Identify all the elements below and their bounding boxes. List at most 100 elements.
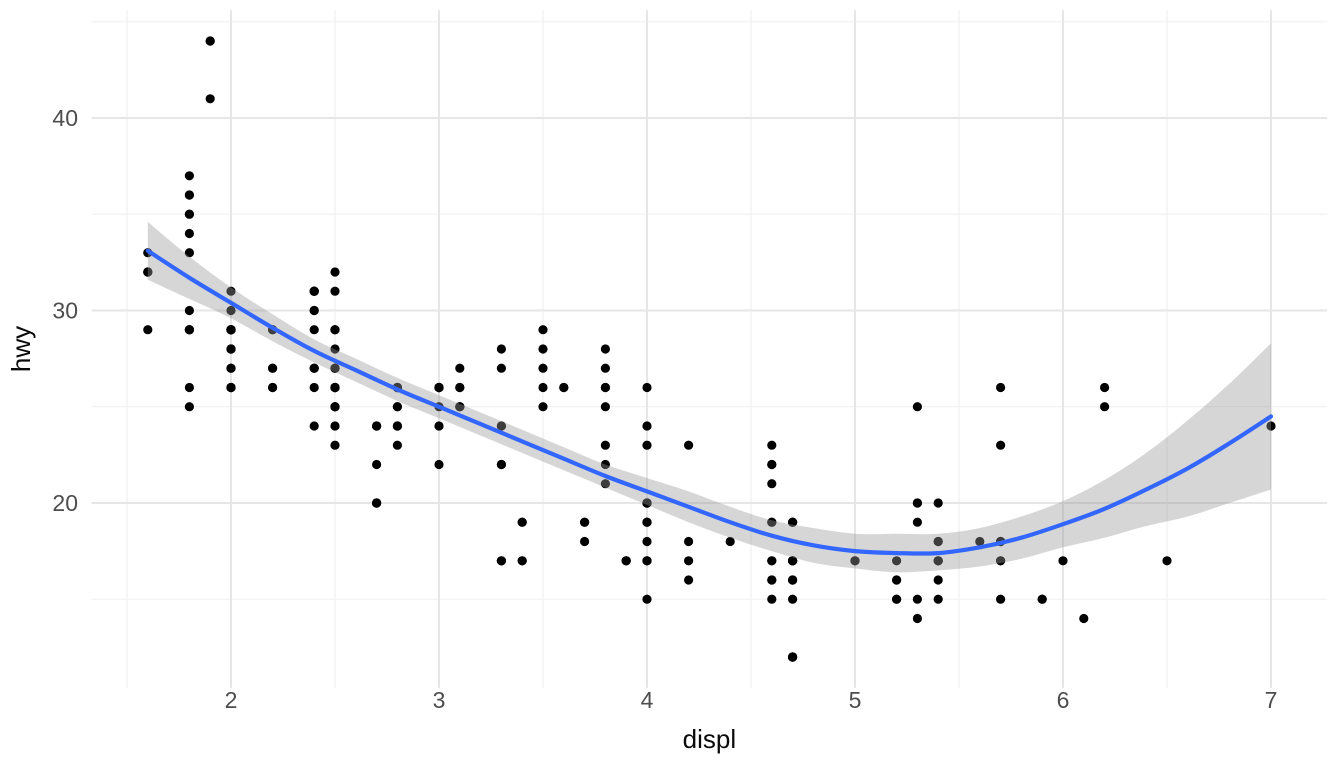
- data-point: [434, 459, 444, 470]
- data-point: [184, 248, 194, 258]
- data-point: [684, 536, 694, 547]
- data-point: [1100, 382, 1110, 393]
- data-point: [1100, 402, 1110, 412]
- data-point: [538, 382, 548, 393]
- data-point: [455, 363, 465, 373]
- data-point: [309, 286, 319, 296]
- data-point: [496, 556, 506, 566]
- data-point: [309, 363, 319, 373]
- data-point: [892, 575, 902, 585]
- data-point: [684, 575, 694, 585]
- data-point: [538, 344, 548, 354]
- data-point: [496, 421, 506, 431]
- data-point: [767, 594, 777, 604]
- data-point: [975, 536, 985, 547]
- data-point: [309, 305, 319, 316]
- major-gridlines: [91, 10, 1328, 688]
- x-tick-label: 5: [849, 687, 862, 713]
- data-point: [392, 402, 402, 412]
- data-point: [309, 421, 319, 431]
- data-point: [725, 536, 735, 547]
- data-point: [1079, 613, 1089, 624]
- data-point: [892, 556, 902, 566]
- data-point: [684, 556, 694, 566]
- data-point: [143, 267, 153, 277]
- x-tick-label: 4: [641, 687, 654, 713]
- loess-smooth-line: [145, 248, 1274, 556]
- data-point: [434, 421, 444, 431]
- data-point: [912, 594, 923, 604]
- data-point: [892, 594, 902, 604]
- data-point: [600, 344, 611, 354]
- data-point: [455, 402, 465, 412]
- data-point: [392, 440, 402, 450]
- data-point: [1266, 421, 1276, 431]
- y-axis-title: hwy: [6, 326, 36, 372]
- data-point: [642, 440, 652, 450]
- x-tick-label: 3: [433, 687, 446, 713]
- data-point: [996, 382, 1006, 393]
- data-point: [642, 517, 652, 527]
- data-point: [767, 517, 777, 527]
- data-point: [642, 556, 652, 566]
- data-point: [184, 171, 194, 181]
- data-point: [330, 363, 340, 373]
- data-point: [184, 228, 194, 239]
- data-point: [330, 344, 340, 354]
- data-point: [850, 556, 860, 566]
- data-point: [1162, 556, 1172, 566]
- data-point: [330, 440, 340, 450]
- data-point: [330, 402, 340, 412]
- data-point: [996, 440, 1006, 450]
- data-point: [912, 517, 923, 527]
- data-point: [767, 440, 777, 450]
- data-point: [309, 382, 319, 393]
- data-point: [600, 363, 611, 373]
- data-point: [496, 459, 506, 470]
- data-point: [184, 382, 194, 393]
- confidence-ribbon: [147, 221, 1271, 573]
- data-point: [372, 421, 382, 431]
- data-point: [933, 575, 943, 585]
- data-point: [767, 575, 777, 585]
- data-points-layer: [143, 36, 1276, 662]
- data-point: [580, 517, 590, 527]
- data-point: [268, 382, 278, 393]
- data-point: [184, 325, 194, 335]
- data-point: [642, 421, 652, 431]
- minor-gridlines: [91, 10, 1328, 688]
- data-point: [1058, 556, 1068, 566]
- data-point: [621, 556, 631, 566]
- data-point: [642, 594, 652, 604]
- data-point: [143, 325, 153, 335]
- data-point: [788, 594, 798, 604]
- data-point: [600, 459, 611, 470]
- data-point: [767, 479, 777, 489]
- data-point: [600, 382, 611, 393]
- data-point: [372, 459, 382, 470]
- data-point: [226, 325, 236, 335]
- data-point: [788, 652, 798, 662]
- data-point: [684, 440, 694, 450]
- data-point: [392, 421, 402, 431]
- data-point: [184, 190, 194, 200]
- data-point: [455, 382, 465, 393]
- data-point: [330, 382, 340, 393]
- data-point: [788, 517, 798, 527]
- data-point: [912, 613, 923, 624]
- data-point: [184, 209, 194, 219]
- data-point: [226, 286, 236, 296]
- x-axis-tick-labels: 2 3 4 5 6 7: [225, 687, 1278, 713]
- data-point: [538, 325, 548, 335]
- data-point: [538, 402, 548, 412]
- data-point: [205, 36, 215, 46]
- data-point: [496, 363, 506, 373]
- data-point: [933, 536, 943, 547]
- data-point: [226, 344, 236, 354]
- data-point: [1037, 594, 1047, 604]
- data-point: [268, 363, 278, 373]
- y-tick-label: 20: [52, 490, 78, 516]
- data-point: [600, 440, 611, 450]
- data-point: [434, 382, 444, 393]
